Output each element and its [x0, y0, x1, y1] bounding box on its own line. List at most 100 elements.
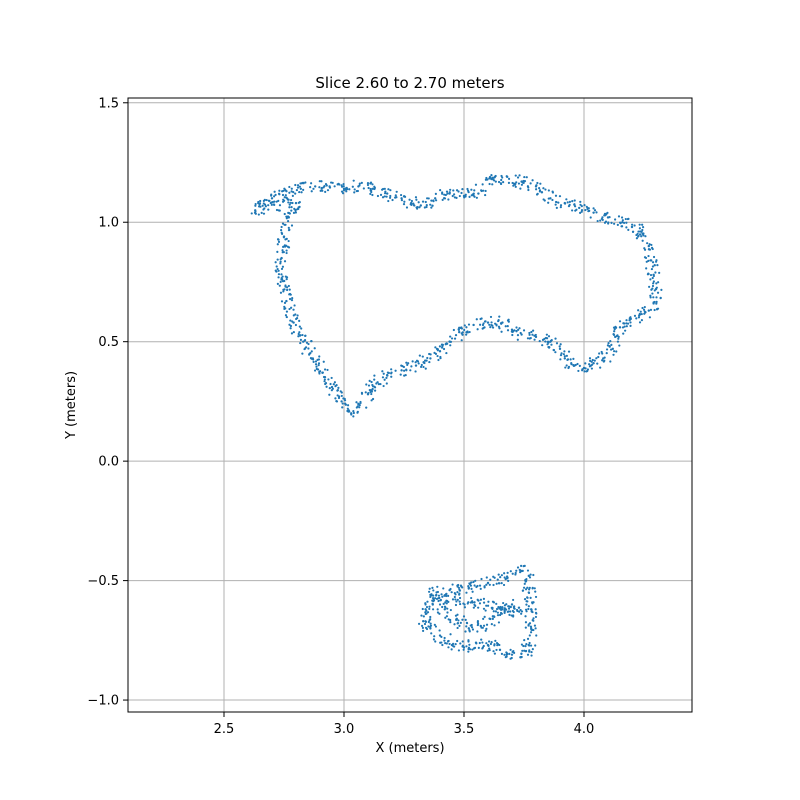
scatter-point	[395, 194, 397, 196]
scatter-point	[319, 180, 321, 182]
scatter-point	[278, 273, 280, 275]
scatter-point	[439, 357, 441, 359]
scatter-point	[298, 320, 300, 322]
scatter-point	[607, 222, 609, 224]
scatter-point	[390, 376, 392, 378]
scatter-point	[487, 582, 489, 584]
scatter-point	[491, 183, 493, 185]
scatter-point	[501, 321, 503, 323]
scatter-point	[653, 301, 655, 303]
scatter-point	[650, 274, 652, 276]
scatter-point	[296, 189, 298, 191]
scatter-point	[487, 650, 489, 652]
scatter-point	[588, 363, 590, 365]
scatter-point	[448, 643, 450, 645]
scatter-point	[456, 640, 458, 642]
scatter-point	[432, 200, 434, 202]
scatter-point	[643, 313, 645, 315]
scatter-point	[291, 320, 293, 322]
scatter-point	[353, 180, 355, 182]
scatter-point	[650, 309, 652, 311]
scatter-point	[465, 592, 467, 594]
scatter-point	[597, 220, 599, 222]
x-tick-label: 2.5	[214, 722, 235, 737]
scatter-point	[506, 577, 508, 579]
scatter-point	[341, 184, 343, 186]
scatter-point	[654, 271, 656, 273]
scatter-point	[512, 573, 514, 575]
scatter-point	[329, 383, 331, 385]
scatter-point	[483, 608, 485, 610]
scatter-point	[382, 376, 384, 378]
scatter-point	[400, 194, 402, 196]
scatter-point	[639, 233, 641, 235]
scatter-point	[289, 289, 291, 291]
scatter-point	[548, 346, 550, 348]
scatter-point	[617, 341, 619, 343]
scatter-point	[334, 185, 336, 187]
scatter-point	[647, 255, 649, 257]
scatter-point	[291, 224, 293, 226]
scatter-point	[584, 362, 586, 364]
scatter-point	[451, 591, 453, 593]
scatter-point	[471, 600, 473, 602]
scatter-point	[495, 603, 497, 605]
scatter-point	[284, 302, 286, 304]
scatter-point	[448, 340, 450, 342]
scatter-point	[488, 640, 490, 642]
scatter-point	[473, 601, 475, 603]
scatter-point	[286, 310, 288, 312]
scatter-point	[599, 367, 601, 369]
scatter-point	[648, 309, 650, 311]
scatter-point	[329, 387, 331, 389]
scatter-point	[528, 332, 530, 334]
scatter-point	[531, 179, 533, 181]
scatter-point	[498, 621, 500, 623]
scatter-point	[488, 324, 490, 326]
scatter-point	[396, 191, 398, 193]
scatter-point	[304, 340, 306, 342]
scatter-point	[262, 208, 264, 210]
scatter-point	[641, 319, 643, 321]
scatter-point	[449, 344, 451, 346]
scatter-point	[415, 364, 417, 366]
scatter-point	[547, 341, 549, 343]
scatter-point	[622, 333, 624, 335]
scatter-point	[283, 308, 285, 310]
scatter-point	[587, 210, 589, 212]
scatter-point	[466, 330, 468, 332]
scatter-point	[294, 313, 296, 315]
scatter-point	[454, 337, 456, 339]
scatter-point	[383, 373, 385, 375]
scatter-points	[251, 174, 663, 660]
scatter-point	[406, 364, 408, 366]
scatter-point	[457, 584, 459, 586]
x-tick-label: 3.0	[334, 722, 355, 737]
scatter-point	[496, 642, 498, 644]
scatter-point	[635, 317, 637, 319]
scatter-point	[370, 389, 372, 391]
scatter-point	[290, 327, 292, 329]
scatter-point	[526, 176, 528, 178]
scatter-point	[520, 613, 522, 615]
scatter-point	[599, 219, 601, 221]
scatter-point	[428, 591, 430, 593]
scatter-point	[439, 350, 441, 352]
scatter-point	[423, 362, 425, 364]
scatter-point	[477, 600, 479, 602]
scatter-point	[460, 192, 462, 194]
scatter-point	[537, 193, 539, 195]
scatter-point	[430, 207, 432, 209]
scatter-point	[657, 292, 659, 294]
scatter-point	[268, 200, 270, 202]
scatter-point	[439, 345, 441, 347]
scatter-point	[652, 248, 654, 250]
scatter-point	[454, 593, 456, 595]
scatter-point	[535, 627, 537, 629]
scatter-point	[548, 197, 550, 199]
scatter-point	[492, 326, 494, 328]
scatter-point	[406, 206, 408, 208]
scatter-point	[439, 189, 441, 191]
scatter-point	[436, 355, 438, 357]
scatter-point	[475, 586, 477, 588]
